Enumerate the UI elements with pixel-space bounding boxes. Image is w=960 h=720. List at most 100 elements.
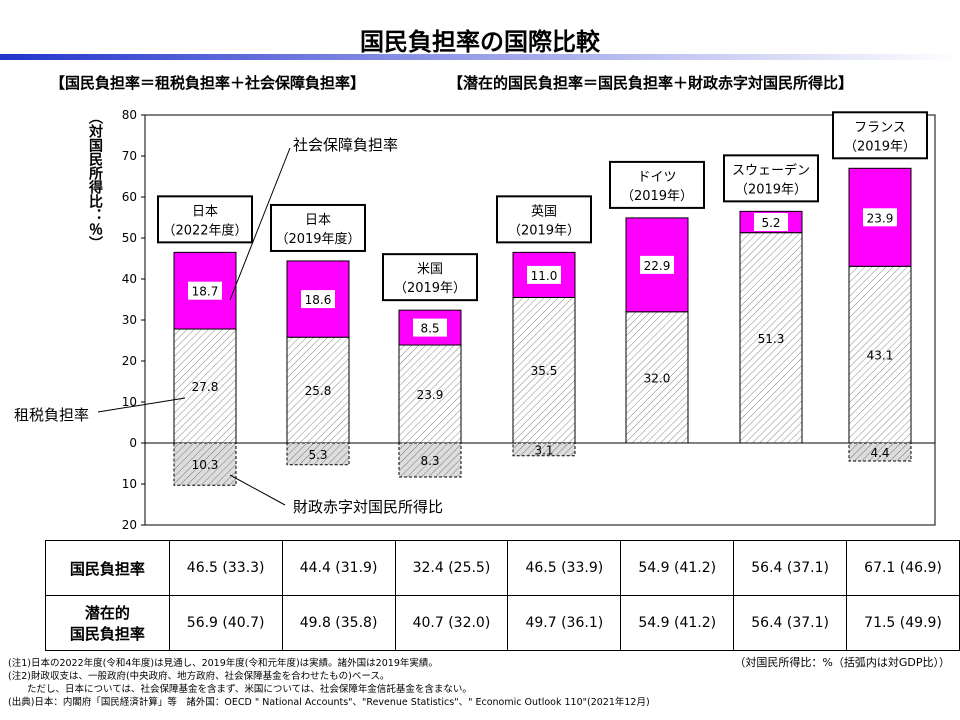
table-cell: 56.4 (37.1) [733,595,848,651]
social-value-label: 18.7 [192,285,219,299]
summary-table: 国民負担率 46.5 (33.3) 44.4 (31.9) 32.4 (25.5) 46… [45,540,960,651]
annotation-tax: 租税負担率 [14,406,89,424]
bar-deficit [848,442,912,462]
category-name: 日本 [305,213,331,228]
y-tick-label: 10 [122,477,137,491]
tax-value-label: 27.8 [192,380,219,394]
y-tick-label: 20 [122,354,137,368]
title-underline [0,54,960,60]
deficit-value-label: 8.3 [420,454,439,468]
social-value-label: 8.5 [420,322,439,336]
category-year: （2019年） [735,182,807,197]
bar-tax [848,265,912,444]
label-bg [640,255,674,274]
y-tick-label: 50 [122,231,137,245]
y-tick-label: 10 [122,395,137,409]
category-year: （2019年） [394,281,466,296]
deficit-value-label: 4.4 [870,446,889,460]
social-value-label: 5.2 [761,216,780,230]
category-name: スウェーデン [732,162,810,178]
table-cell: 49.7 (36.1) [507,595,622,651]
tax-value-label: 25.8 [305,384,332,398]
social-value-label: 23.9 [867,211,894,225]
category-name: ドイツ [637,170,676,185]
table-cell: 46.5 (33.3) [168,540,283,596]
annotation-line [229,474,286,506]
label-bg [863,208,897,227]
category-name: 日本 [192,204,218,219]
bar-deficit [398,442,462,478]
label-bg [301,290,335,309]
y-tick-label: 0 [129,436,137,450]
table-cell: 32.4 (25.5) [394,540,509,596]
annotation-line [97,397,186,413]
tax-value-label: 32.0 [644,371,671,385]
category-year: （2019年） [621,189,693,204]
label-bg [527,265,561,284]
y-tick-label: 80 [122,108,137,122]
row-header: 潜在的 国民負担率 [45,595,170,651]
tax-value-label: 35.5 [531,364,558,378]
category-year: （2019年） [508,223,580,238]
category-name: フランス [854,120,906,135]
table-cell: 56.4 (37.1) [733,540,848,596]
page-title: 国民負担率の国際比較 [360,28,600,56]
footnote: (出典)日本：内閣府「国民経済計算」等 諸外国：OECD " National … [8,697,650,708]
deficit-value-label: 3.1 [534,443,553,457]
footnote: (注1)日本の2022年度(令和4年度)は見通し、2019年度(令和元年度)は実… [8,658,438,669]
tax-value-label: 23.9 [417,388,444,402]
formula-left: 【国民負担率＝租税負担率＋社会保障負担率】 [50,74,366,92]
category-year: （2019年） [844,139,916,154]
table-cell: 40.7 (32.0) [394,595,509,651]
bar-deficit [286,442,350,466]
bar-deficit [512,442,576,457]
bar-tax [625,311,689,444]
category-label-box [157,195,253,244]
label-bg [188,281,222,300]
y-tick-label: 70 [122,149,137,163]
annotation-line [229,147,291,301]
category-label-box [609,160,705,209]
annotation-social: 社会保障負担率 [293,136,398,154]
tax-value-label: 51.3 [758,332,785,346]
unit-note: （対国民所得比：%（括弧内は対GDP比）） [734,656,950,669]
category-name: 英国 [531,204,557,219]
bar-chart: 80 70 60 50 40 30 20 10 0 10 20 （対国民所得比：％） 27.8 18.7 1… [14,108,936,532]
label-bg [413,318,447,337]
footnote: ただし、日本については、社会保障基金を含まず、米国については、社会保障年金信託基… [8,684,472,695]
category-name: 米国 [417,262,443,277]
y-tick-label: 20 [122,518,137,532]
formula-right: 【潜在的国民負担率＝国民負担率＋財政赤字対国民所得比】 [448,74,854,92]
label-bg [754,213,788,232]
table-cell: 44.4 (31.9) [281,540,396,596]
table-cell: 56.9 (40.7) [168,595,283,651]
bar-tax [286,336,350,444]
social-value-label: 11.0 [531,269,558,283]
table-cell: 67.1 (46.9) [846,540,960,596]
social-value-label: 18.6 [305,293,332,307]
table-row: 潜在的 国民負担率 56.9 (40.7) 49.8 (35.8) 40.7 (32.… [45,595,960,651]
table-row: 国民負担率 46.5 (33.3) 44.4 (31.9) 32.4 (25.5) 46… [45,540,960,596]
table-cell: 54.9 (41.2) [620,595,735,651]
category-label-box [270,203,366,252]
y-tick-label: 40 [122,272,137,286]
category-label-box [382,253,478,302]
deficit-value-label: 5.3 [308,448,327,462]
social-value-label: 22.9 [644,259,671,273]
category-year: （2022年度） [162,222,247,238]
bar-tax [398,344,462,444]
table-cell: 46.5 (33.9) [507,540,622,596]
category-label-box [723,154,819,203]
tax-value-label: 43.1 [867,349,894,363]
y-axis-label: （対国民所得比：％） [87,110,104,250]
y-tick-label: 60 [122,190,137,204]
category-year: （2019年度） [275,231,360,247]
table-cell: 54.9 (41.2) [620,540,735,596]
deficit-value-label: 10.3 [192,458,219,472]
category-label-box [832,111,928,160]
bar-tax [512,296,576,444]
bar-tax [739,232,803,444]
table-cell: 49.8 (35.8) [281,595,396,651]
table-cell: 71.5 (49.9) [846,595,960,651]
row-header: 国民負担率 [45,540,170,596]
